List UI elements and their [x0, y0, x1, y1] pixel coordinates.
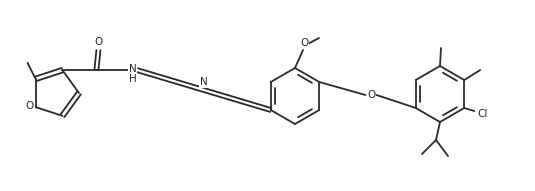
Text: N: N: [128, 64, 136, 74]
Text: Cl: Cl: [477, 109, 487, 119]
Text: O: O: [300, 38, 308, 48]
Text: O: O: [94, 37, 103, 47]
Text: O: O: [26, 101, 34, 111]
Text: H: H: [128, 74, 136, 84]
Text: N: N: [200, 77, 208, 87]
Text: O: O: [368, 90, 376, 100]
